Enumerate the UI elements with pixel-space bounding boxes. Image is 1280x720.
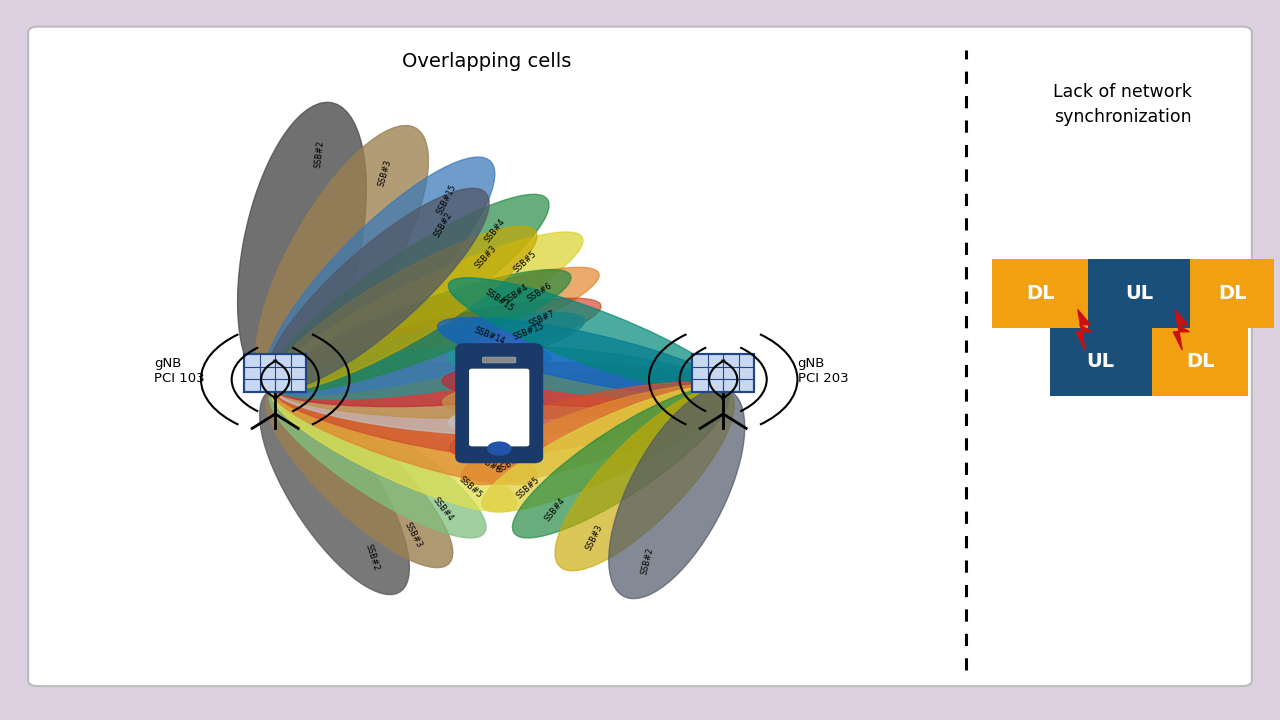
Text: SSB#6: SSB#6 xyxy=(475,453,503,475)
Ellipse shape xyxy=(438,318,724,395)
Ellipse shape xyxy=(269,194,549,390)
Ellipse shape xyxy=(275,373,556,418)
Text: SSB#13: SSB#13 xyxy=(480,354,515,369)
Text: UL: UL xyxy=(1087,352,1115,372)
Text: SSB#3: SSB#3 xyxy=(584,523,604,552)
Text: SSB#14: SSB#14 xyxy=(472,325,507,346)
Bar xyxy=(1050,328,1152,396)
Text: SSB#7: SSB#7 xyxy=(485,431,513,449)
Bar xyxy=(1190,259,1274,328)
Text: SSB#15: SSB#15 xyxy=(512,321,545,341)
Bar xyxy=(692,354,754,392)
Ellipse shape xyxy=(275,379,550,435)
Text: SSB#2: SSB#2 xyxy=(314,140,325,168)
Ellipse shape xyxy=(442,363,723,407)
Text: SSB#12: SSB#12 xyxy=(489,377,522,387)
Ellipse shape xyxy=(512,387,730,538)
Bar xyxy=(1152,328,1248,396)
Text: Lack of network
synchronization: Lack of network synchronization xyxy=(1053,83,1192,126)
Text: gNB
PCI 103: gNB PCI 103 xyxy=(154,357,205,384)
Text: SSB#5: SSB#5 xyxy=(457,475,484,500)
Text: SSB#5: SSB#5 xyxy=(512,250,538,275)
Text: SSB#7: SSB#7 xyxy=(485,431,513,449)
Ellipse shape xyxy=(556,388,735,571)
Text: UL: UL xyxy=(1125,284,1153,303)
Bar xyxy=(244,354,306,392)
Ellipse shape xyxy=(274,312,585,395)
Text: SSB#2: SSB#2 xyxy=(433,211,454,239)
Ellipse shape xyxy=(256,125,429,389)
Text: SSB#6: SSB#6 xyxy=(495,453,524,475)
Text: SSB#3: SSB#3 xyxy=(474,244,498,271)
Bar xyxy=(992,259,1088,328)
Ellipse shape xyxy=(274,382,549,457)
Text: gNB
PCI 203: gNB PCI 203 xyxy=(797,357,849,384)
FancyBboxPatch shape xyxy=(470,369,529,446)
Text: SSB#4: SSB#4 xyxy=(543,496,567,523)
Text: DL: DL xyxy=(1217,284,1247,303)
Text: SSB#15: SSB#15 xyxy=(484,288,516,314)
Text: DL: DL xyxy=(1185,352,1215,372)
Text: SSB#6: SSB#6 xyxy=(525,281,553,304)
Text: SSB#2: SSB#2 xyxy=(639,546,655,575)
FancyBboxPatch shape xyxy=(28,27,1252,686)
Ellipse shape xyxy=(449,382,724,457)
Text: SSB#5: SSB#5 xyxy=(515,475,541,500)
Ellipse shape xyxy=(269,387,486,538)
Ellipse shape xyxy=(266,188,489,390)
Circle shape xyxy=(488,442,511,455)
Ellipse shape xyxy=(448,278,726,392)
Ellipse shape xyxy=(443,373,723,418)
Text: DL: DL xyxy=(1025,284,1055,303)
Text: SSB#3: SSB#3 xyxy=(403,521,424,549)
Polygon shape xyxy=(1076,310,1092,350)
Ellipse shape xyxy=(238,102,366,389)
Text: Overlapping cells: Overlapping cells xyxy=(402,52,571,71)
Ellipse shape xyxy=(260,389,410,595)
Ellipse shape xyxy=(609,389,745,598)
FancyBboxPatch shape xyxy=(483,357,516,363)
Text: SSB#4: SSB#4 xyxy=(483,217,507,244)
Text: SSB#15: SSB#15 xyxy=(435,183,458,216)
Ellipse shape xyxy=(271,386,517,512)
Ellipse shape xyxy=(481,386,727,512)
Text: SSB#11: SSB#11 xyxy=(476,395,509,406)
Ellipse shape xyxy=(448,379,723,435)
Ellipse shape xyxy=(275,346,550,399)
Ellipse shape xyxy=(448,346,723,399)
Text: SSB#10: SSB#10 xyxy=(484,410,517,426)
Ellipse shape xyxy=(274,298,602,395)
Text: SSB#4: SSB#4 xyxy=(431,496,456,523)
Text: SSB#3: SSB#3 xyxy=(378,158,393,188)
Bar xyxy=(244,354,306,392)
Ellipse shape xyxy=(273,267,599,392)
Ellipse shape xyxy=(461,384,724,485)
Text: SSB#2: SSB#2 xyxy=(364,543,381,572)
Ellipse shape xyxy=(271,232,582,392)
Text: SSB#13: SSB#13 xyxy=(484,354,518,369)
Bar xyxy=(1088,259,1190,328)
Ellipse shape xyxy=(274,384,538,485)
Text: SSB#7: SSB#7 xyxy=(527,309,556,329)
Text: SSB#11: SSB#11 xyxy=(489,395,522,406)
Ellipse shape xyxy=(270,226,538,391)
Text: SSB#12: SSB#12 xyxy=(476,377,509,387)
Text: SSB#4: SSB#4 xyxy=(502,282,530,305)
Ellipse shape xyxy=(275,363,557,407)
Ellipse shape xyxy=(266,388,453,567)
FancyBboxPatch shape xyxy=(457,345,541,462)
Ellipse shape xyxy=(273,269,571,392)
Polygon shape xyxy=(1174,310,1189,350)
Text: SSB#10: SSB#10 xyxy=(481,410,515,426)
Bar xyxy=(692,354,754,392)
Ellipse shape xyxy=(265,157,495,390)
